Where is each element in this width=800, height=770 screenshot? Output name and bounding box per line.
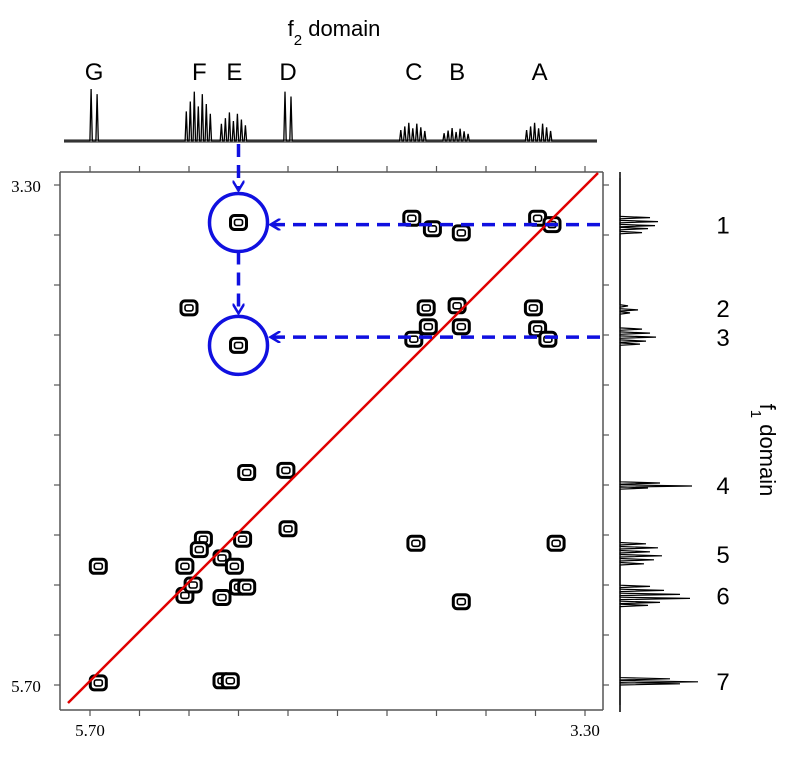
cross-peak (233, 530, 253, 548)
x-tick-label-right: 3.30 (570, 721, 600, 740)
f1-peak-label-5: 5 (716, 542, 729, 569)
correlation-annotations (207, 144, 600, 377)
cross-peak (212, 589, 232, 606)
cross-peak (451, 593, 471, 611)
cross-peak (237, 464, 257, 481)
cross-peak (546, 534, 566, 552)
cross-peak (237, 578, 257, 596)
f2-peak-label-E: E (226, 59, 242, 86)
cross-peak (220, 672, 240, 690)
y-tick-label-top: 3.30 (11, 177, 41, 196)
f1-axis-title: f1 domain (748, 404, 781, 497)
axis-ticks (54, 166, 609, 716)
f1-peak-label-2: 2 (716, 296, 729, 323)
cross-peak (88, 674, 108, 692)
f2-axis-title: f2 domain (288, 16, 381, 49)
cross-peak (229, 214, 248, 231)
f2-projection-spectrum (64, 88, 597, 143)
f2-peak-label-A: A (532, 59, 548, 86)
cross-peak (88, 557, 108, 575)
f1-peak-label-7: 7 (716, 669, 729, 696)
cross-peak (189, 541, 209, 559)
y-tick-label-bottom: 5.70 (11, 677, 41, 696)
cross-peak (406, 534, 426, 552)
f1-peak-label-4: 4 (716, 473, 729, 500)
diagonal-line (67, 172, 599, 704)
cross-peak (175, 557, 195, 575)
cross-peak (229, 336, 248, 354)
f2-projection-trace (64, 88, 597, 142)
cross-peak (538, 330, 558, 348)
plot-frame (59, 171, 604, 711)
f2-peak-label-D: D (279, 59, 296, 86)
cross-peak (523, 299, 543, 317)
highlight-circle-2 (207, 314, 270, 377)
f1-peak-label-6: 6 (716, 583, 729, 610)
cross-peak (278, 520, 298, 538)
x-tick-label-left: 5.70 (75, 721, 105, 740)
cross-peaks (88, 209, 566, 692)
f1-projection-trace (619, 178, 699, 705)
cross-peak (179, 299, 199, 317)
f2-peak-label-C: C (405, 59, 422, 86)
f1-projection-spectrum (619, 172, 699, 712)
cross-peak (404, 330, 424, 348)
cross-peak (276, 461, 296, 479)
f2-peak-label-F: F (192, 59, 207, 86)
f1-peak-label-3: 3 (716, 325, 729, 352)
f1-peak-label-1: 1 (716, 213, 729, 240)
cross-peak (451, 318, 471, 336)
cross-peak (418, 318, 438, 336)
cross-peak (451, 224, 471, 242)
cross-peak (402, 209, 422, 227)
cross-peak (224, 557, 244, 575)
f2-peak-label-G: G (85, 59, 104, 86)
cross-peak (447, 297, 467, 315)
cross-peak (416, 299, 436, 317)
f2-peak-label-B: B (449, 59, 465, 86)
